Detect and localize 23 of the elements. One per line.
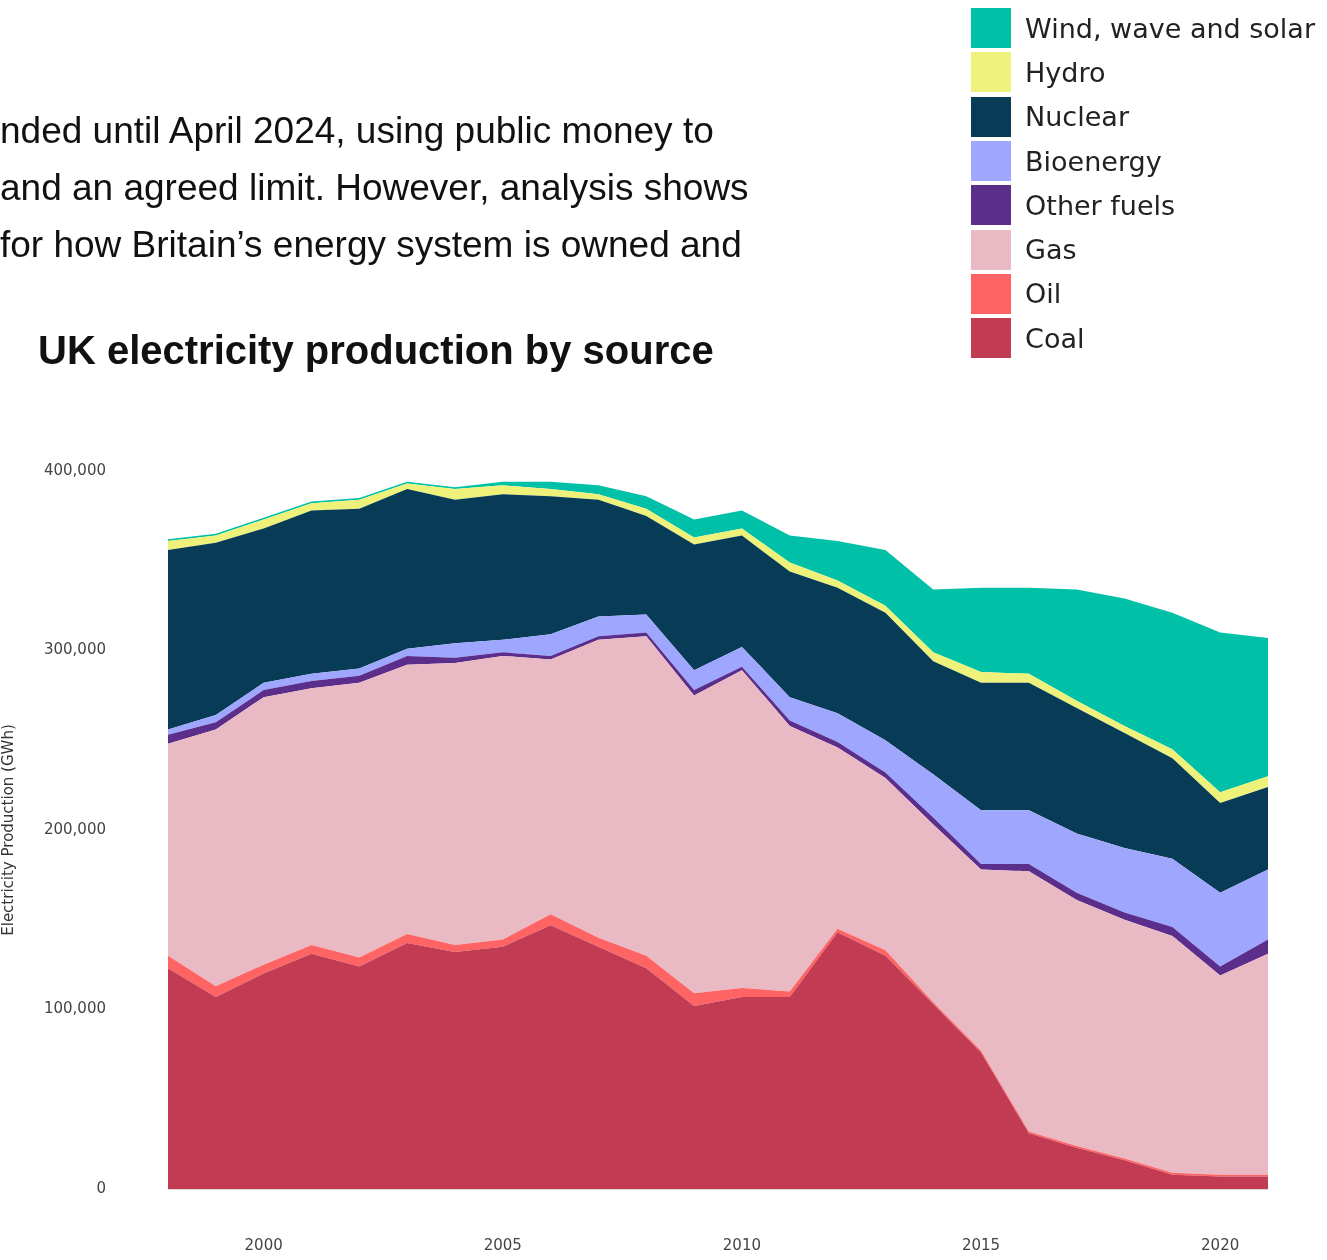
y-tick-label: 100,000 [43, 999, 106, 1018]
chart-title: UK electricity production by source [38, 328, 714, 373]
legend-label: Coal [1025, 322, 1085, 354]
text: nded until April 2024, using public money to [0, 109, 715, 153]
legend-label: Oil [1025, 278, 1062, 310]
legend-label: Hydro [1025, 56, 1106, 88]
legend-label: Other fuels [1025, 189, 1176, 221]
x-tick-label: 2020 [1201, 1235, 1240, 1254]
x-tick-label: 2015 [961, 1235, 1001, 1254]
x-tick-label: 2010 [722, 1235, 762, 1254]
y-tick-label: 400,000 [43, 460, 106, 479]
y-tick-label: 200,000 [43, 819, 106, 838]
y-tick-label: 300,000 [43, 640, 106, 659]
y-axis-title: Electricity Production (GWh) [0, 724, 17, 936]
legend-label: Nuclear [1025, 101, 1129, 133]
legend-label: Gas [1025, 234, 1077, 266]
x-tick-label: 2000 [244, 1235, 283, 1254]
text: for how Britain’s energy system is owned and [0, 223, 743, 267]
legend-label: Wind, wave and solar [1025, 12, 1315, 44]
legend-label: Bioenergy [1025, 145, 1162, 177]
x-tick-label: 2005 [483, 1235, 522, 1254]
text: and an agreed limit. However, analysis shows [0, 166, 749, 210]
y-tick-label: 0 [96, 1178, 106, 1197]
